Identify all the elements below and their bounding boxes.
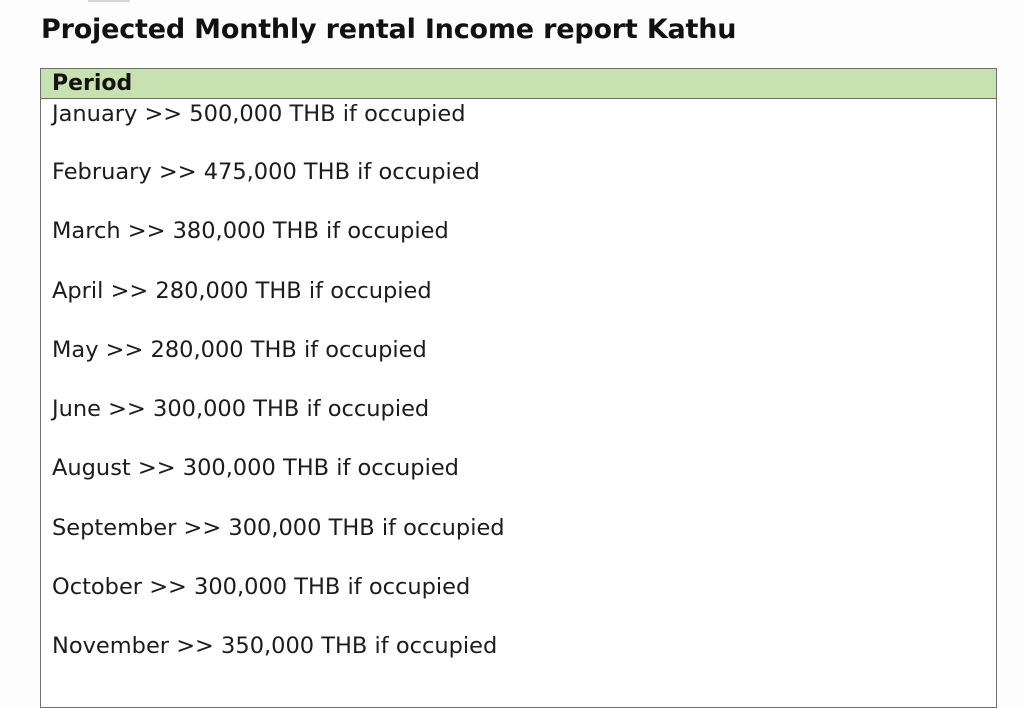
table-row: April >> 280,000 THB if occupied [52, 277, 432, 304]
page-title: Projected Monthly rental Income report K… [41, 14, 737, 45]
top-edge-mark [88, 0, 130, 2]
table-row: June >> 300,000 THB if occupied [52, 396, 430, 423]
table-row: August >> 300,000 THB if occupied [52, 455, 459, 482]
table-header-period: Period [41, 69, 996, 99]
table-body: January >> 500,000 THB if occupied Febru… [41, 99, 996, 691]
table-row: February >> 475,000 THB if occupied [52, 159, 480, 185]
table-row: May >> 280,000 THB if occupied [52, 336, 427, 363]
table-row: January >> 500,000 THB if occupied [52, 101, 466, 127]
table-row: March >> 380,000 THB if occupied [52, 218, 449, 245]
table-row: September >> 300,000 THB if occupied [52, 514, 505, 541]
table-row: October >> 300,000 THB if occupied [52, 574, 471, 601]
income-table: Period January >> 500,000 THB if occupie… [40, 68, 997, 708]
table-row: November >> 350,000 THB if occupied [52, 633, 498, 660]
